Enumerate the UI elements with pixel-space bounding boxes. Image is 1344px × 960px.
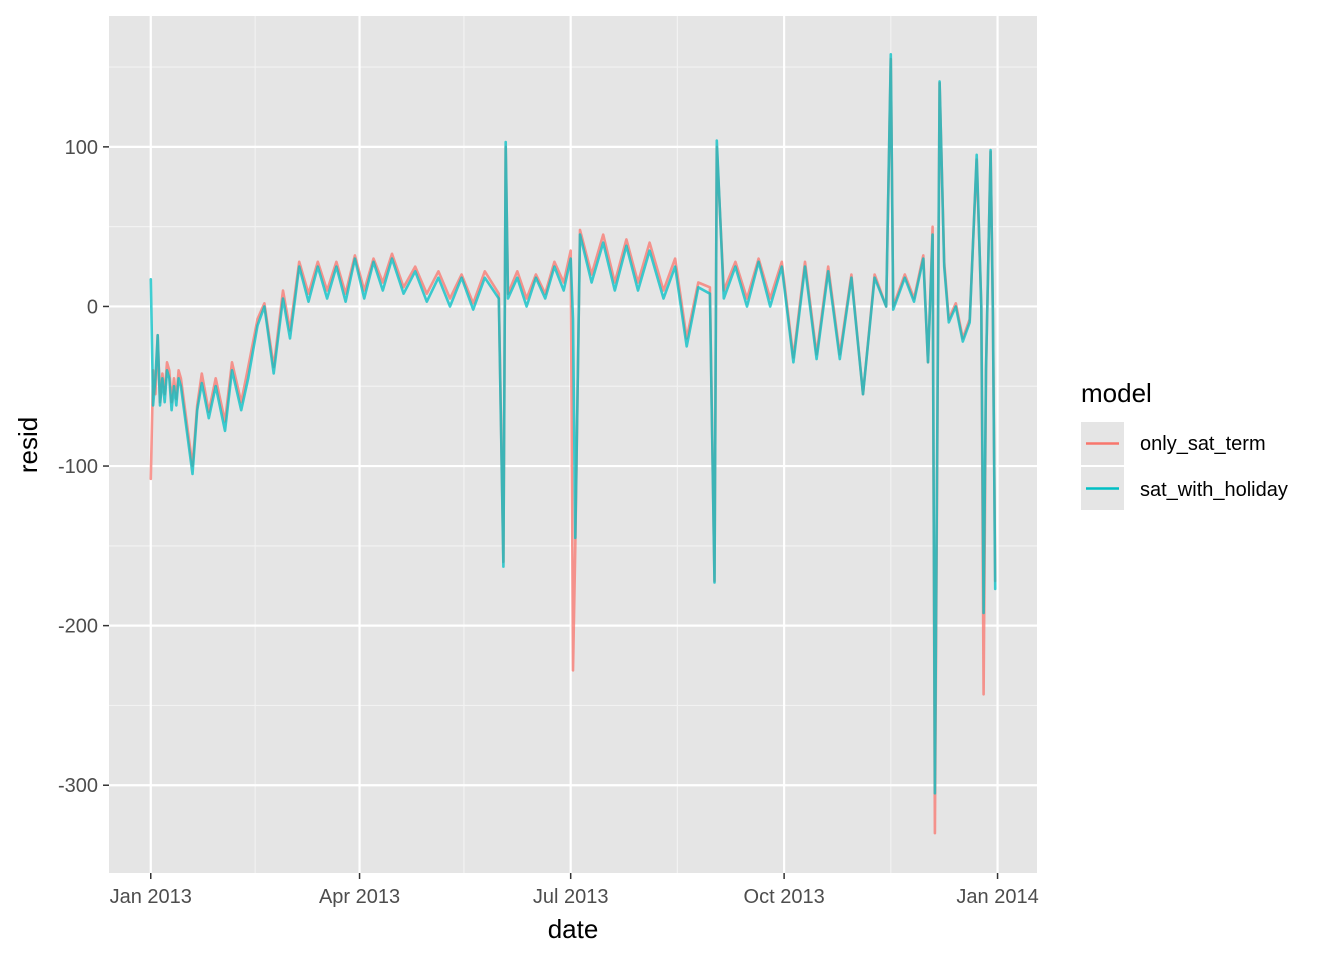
x-axis-tick-labels: Jan 2013 Apr 2013 Jul 2013 Oct 2013 Jan 2014 — [110, 886, 1039, 908]
legend-title: model — [1081, 378, 1152, 408]
legend: model only_sat_term sat_with_holiday — [1081, 378, 1288, 510]
x-tick-label: Apr 2013 — [319, 886, 400, 908]
x-axis-title: date — [548, 914, 599, 944]
x-tick-label: Jul 2013 — [533, 886, 609, 908]
series-line-sat-with-holiday — [149, 53, 997, 795]
y-tick-label: -300 — [58, 775, 98, 797]
x-tick-label: Oct 2013 — [744, 886, 825, 908]
series-lines — [149, 53, 997, 835]
y-tick-label: 0 — [87, 296, 98, 318]
y-axis-tick-labels: 100 0 -100 -200 -300 — [58, 137, 98, 797]
x-tick-label: Jan 2014 — [956, 886, 1038, 908]
axis-ticks — [103, 146, 999, 879]
y-tick-label: -100 — [58, 456, 98, 478]
x-tick-label: Jan 2013 — [110, 886, 192, 908]
y-tick-label: 100 — [65, 137, 98, 159]
y-tick-label: -200 — [58, 616, 98, 638]
legend-label-only-sat-term: only_sat_term — [1140, 433, 1266, 455]
y-axis-title: resid — [13, 417, 43, 473]
legend-label-sat-with-holiday: sat_with_holiday — [1140, 479, 1288, 501]
